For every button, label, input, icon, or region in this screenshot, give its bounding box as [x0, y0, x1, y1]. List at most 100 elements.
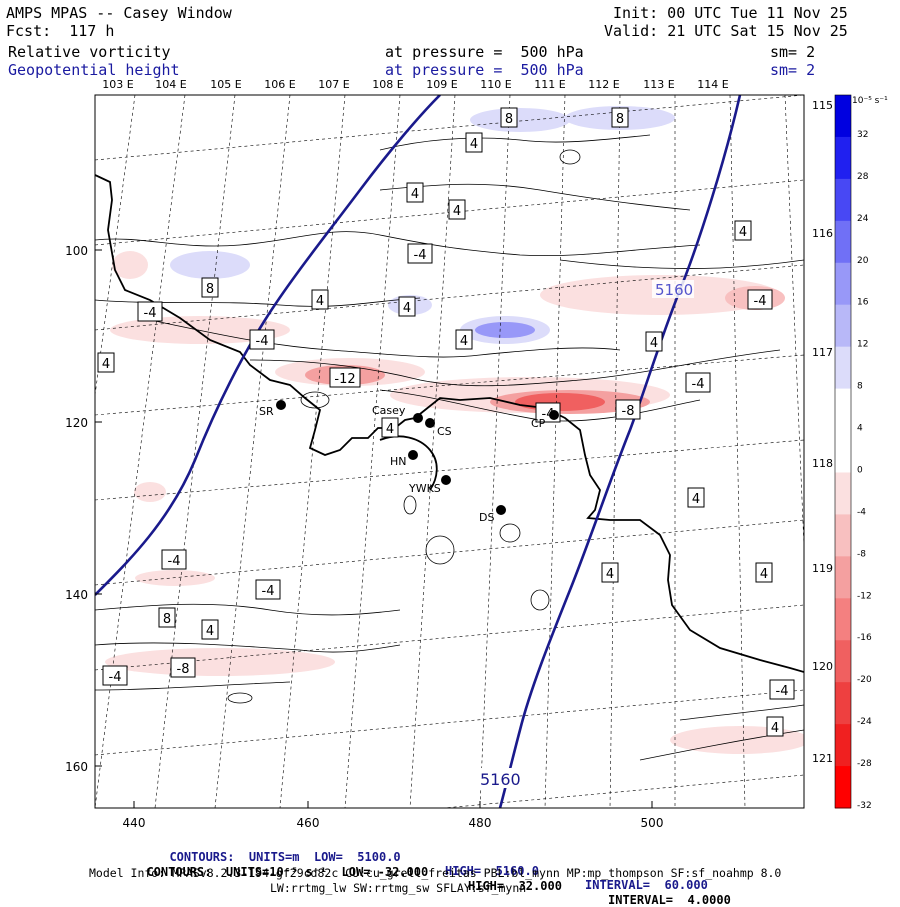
- station-marker: [549, 410, 559, 420]
- colorbar-label: -28: [857, 759, 872, 769]
- vorticity-label-box: [465, 132, 483, 153]
- colorbar-swatch: [835, 388, 851, 432]
- colorbar-swatch: [835, 514, 851, 557]
- vorticity-label-box: [137, 301, 163, 322]
- colorbar: 32 28 24 20 16 12 8 4 0 -4 -8 -12 -16 -20 -24 -28 -32: [834, 94, 872, 811]
- height-contour-low: CONTOURS: UNITS=m LOW= 5100.0: [169, 850, 401, 864]
- vorticity-label: 4: [411, 187, 419, 202]
- colorbar-label: 32: [857, 130, 868, 140]
- vorticity-label: 4: [316, 294, 324, 309]
- vorticity-label: 8: [206, 282, 214, 297]
- x-tick-label: 440: [123, 816, 146, 830]
- colorbar-label: 0: [857, 465, 863, 475]
- y-axis: 100 120 140 160: [65, 244, 102, 774]
- y-tick-label: 140: [65, 588, 88, 602]
- height-contour-high: HIGH= 5160.0: [445, 864, 539, 878]
- vorticity-label-box: [755, 562, 773, 583]
- vorticity-label-box: [406, 182, 424, 203]
- vorticity-label: 4: [403, 301, 411, 316]
- x-axis: 440 460 480 500: [123, 801, 664, 830]
- x-tick-label: 500: [641, 816, 664, 830]
- field1-name: Relative vorticity: [8, 43, 171, 61]
- colorbar-swatch: [835, 472, 851, 515]
- colorbar-swatch: [835, 598, 851, 641]
- vorticity-label-box: [601, 562, 619, 583]
- y-tick-label: 120: [65, 416, 88, 430]
- colorbar-label: 4: [857, 424, 863, 434]
- valid-time: Valid: 21 UTC Sat 15 Nov 25: [604, 22, 848, 40]
- vorticity-label: 8: [616, 112, 624, 127]
- longitude-label: 113 E: [643, 78, 674, 91]
- x-tick-label: 480: [469, 816, 492, 830]
- station-label: SR: [259, 405, 274, 418]
- vorticity-label-box: [249, 329, 275, 350]
- colorbar-label: 12: [857, 340, 868, 350]
- vorticity-label: 4: [606, 567, 614, 582]
- vorticity-label-box: [407, 243, 433, 264]
- colorbar-label: 24: [857, 214, 869, 224]
- vorticity-label: 8: [163, 612, 171, 627]
- vorticity-label: -4: [262, 584, 275, 599]
- longitude-label: 108 E: [372, 78, 403, 91]
- station-label: DS: [479, 511, 494, 524]
- vorticity-label-box: [734, 220, 752, 241]
- vorticity-label-box: [766, 716, 784, 737]
- colorbar-label: -8: [857, 549, 866, 559]
- vorticity-label: -8: [622, 404, 635, 419]
- plot-frame: [94, 94, 805, 809]
- vorticity-label: -4: [692, 377, 705, 392]
- station-marker: [413, 413, 423, 423]
- height-contours: [95, 95, 742, 808]
- vorticity-label-box: [311, 289, 329, 310]
- colorbar-swatch: [835, 136, 851, 180]
- vorticity-label-box: [769, 679, 795, 700]
- longitude-label: 114 E: [697, 78, 728, 91]
- vorticity-label-box: [611, 107, 629, 128]
- forecast-hour: Fcst: 117 h: [6, 22, 115, 40]
- x-tick-label: 460: [297, 816, 320, 830]
- vorticity-label-box: [615, 399, 641, 420]
- colorbar-label: -32: [857, 801, 872, 811]
- vorticity-label: 4: [386, 422, 394, 437]
- vorticity-label-box: [102, 665, 128, 686]
- colorbar-label: -4: [857, 507, 866, 517]
- colorbar-swatch: [835, 262, 851, 306]
- height-contour-labels: 5160 5160: [477, 280, 694, 789]
- colorbar-swatch: [835, 346, 851, 390]
- station-label: CS: [437, 425, 452, 438]
- height-label: 5160: [655, 281, 693, 299]
- colorbar-label: 8: [857, 382, 863, 392]
- coastline: [95, 174, 804, 673]
- station-marker: [408, 450, 418, 460]
- longitude-label: 103 E: [102, 78, 133, 91]
- longitude-label: 106 E: [264, 78, 295, 91]
- colorbar-label: 16: [857, 298, 869, 308]
- vorticity-label-box: [448, 199, 466, 220]
- map-title: AMPS MPAS -- Casey Window: [6, 4, 232, 22]
- vorticity-label-box: [170, 657, 196, 678]
- vorticity-label: 4: [760, 567, 768, 582]
- vorticity-label: -4: [754, 294, 767, 309]
- vorticity-label-box: [685, 372, 711, 393]
- longitude-label: 105 E: [210, 78, 241, 91]
- station-marker: [496, 505, 506, 515]
- vorticity-label: -8: [177, 662, 190, 677]
- vorticity-label-box: [97, 352, 115, 373]
- vorticity-label-box: [201, 277, 219, 298]
- station-label: YWKS: [408, 482, 441, 495]
- longitude-label: 109 E: [426, 78, 457, 91]
- top-longitude-labels: 103 E 104 E 105 E 106 E 107 E 108 E 109 E 110 E…: [102, 78, 728, 91]
- field2-smoothing: sm= 2: [770, 61, 816, 79]
- model-info-physics: LW:rrtmg_lw SW:rrtmg_sw SFLAY:sf_mynn: [270, 881, 527, 895]
- longitude-label: 104 E: [155, 78, 186, 91]
- vorticity-label: 4: [771, 721, 779, 736]
- vorticity-label-box: [455, 329, 473, 350]
- longitude-label: 110 E: [480, 78, 511, 91]
- colorbar-swatch: [835, 766, 851, 809]
- colorbar-label: -16: [857, 633, 872, 643]
- vorticity-label-box: [255, 579, 281, 600]
- vorticity-label-box: [158, 607, 176, 628]
- field2-level: at pressure = 500 hPa: [385, 61, 584, 79]
- colorbar-unit: 10⁻⁵ s⁻¹: [852, 96, 888, 106]
